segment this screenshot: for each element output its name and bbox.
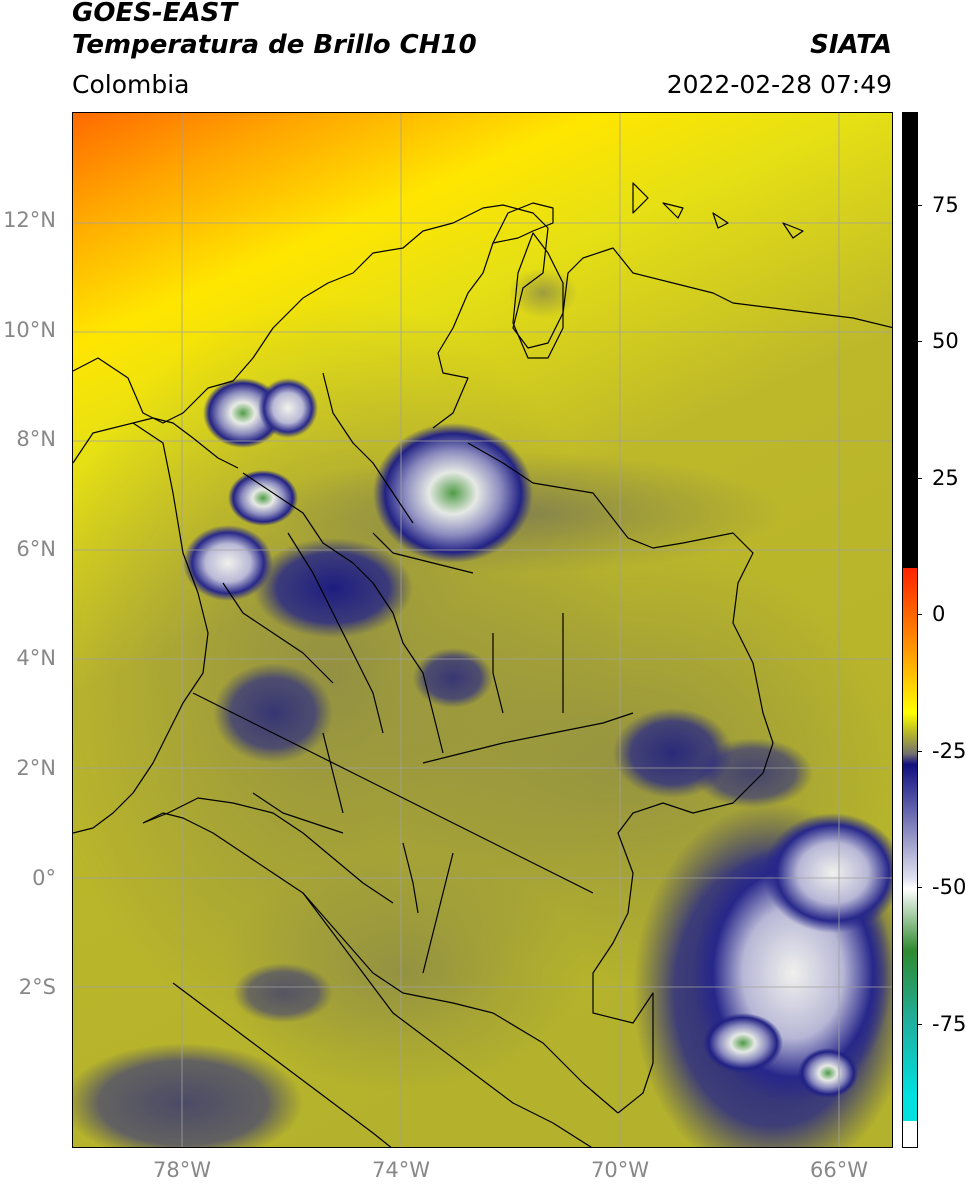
colorbar-tick	[917, 478, 922, 479]
colorbar-tick	[917, 205, 922, 206]
lon-label-78w: 78°W	[153, 1158, 211, 1182]
timestamp-label: 2022-02-28 07:49	[666, 70, 892, 99]
colorbar-label-50: 50	[932, 329, 959, 353]
colombia-peru-border	[142, 812, 619, 1114]
lon-label-70w: 70°W	[591, 1158, 649, 1182]
colorbar-label-neg25: -25	[932, 739, 966, 763]
temperature-colorbar	[902, 112, 918, 1148]
lat-label-2n: 2°N	[16, 756, 56, 780]
amazon-lines	[172, 892, 592, 1147]
colorbar-label-75: 75	[932, 193, 959, 217]
colorbar-tick	[917, 751, 922, 752]
lat-label-6n: 6°N	[16, 537, 56, 561]
lat-label-12n: 12°N	[3, 208, 56, 232]
colorbar-tick	[917, 887, 922, 888]
colorbar-tick	[917, 614, 922, 615]
colorbar-label-neg75: -75	[932, 1012, 966, 1036]
lat-label-10n: 10°N	[3, 318, 56, 342]
colombia-ecuador-border	[142, 797, 394, 904]
colorbar-label-25: 25	[932, 466, 959, 490]
colombia-brazil-border	[592, 772, 764, 1114]
cloud-layer	[73, 268, 892, 1147]
product-title: Temperatura de Brillo CH10	[72, 30, 477, 60]
colombia-venezuela-border	[432, 242, 774, 774]
panama-coast	[73, 417, 239, 469]
lat-label-2s: 2°S	[18, 975, 56, 999]
lat-label-4n: 4°N	[16, 646, 56, 670]
grid-lines	[73, 113, 892, 1147]
satellite-title: GOES-EAST	[72, 0, 238, 28]
colorbar-label-0: 0	[932, 602, 946, 626]
department-lines	[192, 372, 634, 974]
colorbar-tick	[917, 1024, 922, 1025]
pacific-coast	[73, 422, 209, 834]
lon-label-66w: 66°W	[810, 1158, 868, 1182]
satellite-map	[72, 112, 893, 1148]
source-label: SIATA	[810, 30, 892, 60]
gulf-of-venezuela	[512, 232, 564, 359]
lon-label-74w: 74°W	[372, 1158, 430, 1182]
region-label: Colombia	[72, 70, 190, 99]
venezuela-islands	[632, 182, 804, 239]
boundary-lines	[73, 182, 892, 1147]
lat-label-0: 0°	[32, 866, 56, 890]
colorbar-label-neg50: -50	[932, 875, 966, 899]
colorbar-tick	[917, 341, 922, 342]
guajira-peninsula	[492, 202, 554, 244]
lat-label-8n: 8°N	[16, 427, 56, 451]
